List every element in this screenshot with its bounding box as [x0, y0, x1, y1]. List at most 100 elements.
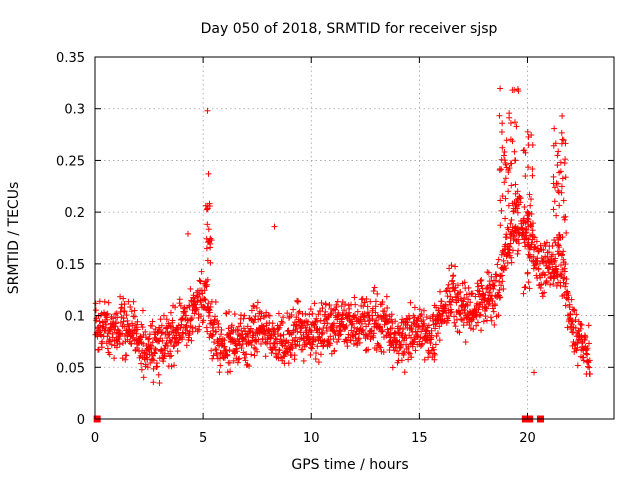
- data-point: [230, 357, 237, 364]
- data-point: [492, 302, 499, 309]
- data-point: [500, 266, 507, 273]
- data-point: [123, 312, 130, 319]
- data-point: [225, 325, 232, 332]
- data-point: [582, 333, 589, 340]
- data-point: [520, 290, 527, 297]
- data-point: [194, 298, 201, 305]
- data-point: [275, 310, 282, 317]
- data-point: [104, 333, 111, 340]
- data-point: [431, 351, 438, 358]
- data-point: [557, 159, 564, 166]
- data-point: [204, 107, 211, 114]
- data-point: [234, 348, 241, 355]
- data-point: [163, 340, 170, 347]
- data-point: [562, 174, 569, 181]
- data-point: [175, 339, 182, 346]
- data-point: [160, 312, 167, 319]
- data-point: [351, 294, 358, 301]
- data-point: [574, 362, 581, 369]
- data-point: [371, 284, 378, 291]
- data-point: [559, 175, 566, 182]
- data-point: [201, 287, 208, 294]
- data-point: [515, 88, 522, 95]
- data-point: [191, 310, 198, 317]
- data-point: [227, 368, 234, 375]
- data-point: [169, 317, 176, 324]
- data-point: [208, 347, 215, 354]
- data-point: [502, 215, 509, 222]
- data-point: [204, 257, 211, 264]
- data-point: [189, 328, 196, 335]
- data-point: [216, 369, 223, 376]
- data-point: [330, 320, 337, 327]
- data-point: [325, 339, 332, 346]
- data-point: [98, 332, 105, 339]
- x-axis-title: GPS time / hours: [291, 457, 408, 473]
- data-point: [295, 310, 302, 317]
- data-point: [505, 202, 512, 209]
- data-point: [207, 240, 214, 247]
- data-point: [196, 277, 203, 284]
- data-point: [142, 328, 149, 335]
- data-point: [307, 340, 314, 347]
- data-point: [147, 359, 154, 366]
- data-point: [341, 307, 348, 314]
- data-point: [134, 344, 141, 351]
- data-point: [116, 341, 123, 348]
- data-point: [201, 296, 208, 303]
- data-point: [567, 311, 574, 318]
- data-point: [550, 173, 557, 180]
- data-point: [360, 313, 367, 320]
- data-point: [257, 315, 264, 322]
- data-point: [496, 278, 503, 285]
- data-point: [446, 288, 453, 295]
- data-point: [555, 251, 562, 258]
- data-point: [377, 344, 384, 351]
- data-point: [436, 323, 443, 330]
- data-point: [539, 293, 546, 300]
- data-point: [562, 283, 569, 290]
- data-point: [277, 332, 284, 339]
- data-point: [491, 321, 498, 328]
- data-point: [246, 363, 253, 370]
- data-point: [308, 344, 315, 351]
- data-point: [210, 352, 217, 359]
- data-point: [171, 335, 178, 342]
- data-point: [557, 168, 564, 175]
- data-point: [200, 317, 207, 324]
- data-point: [573, 311, 580, 318]
- data-point: [525, 133, 532, 140]
- data-point: [124, 317, 131, 324]
- data-point: [319, 305, 326, 312]
- data-point: [327, 333, 334, 340]
- data-point: [500, 257, 507, 264]
- data-point: [204, 281, 211, 288]
- data-point: [123, 352, 130, 359]
- data-point: [211, 339, 218, 346]
- data-point: [485, 269, 492, 276]
- data-point: [218, 331, 225, 338]
- data-point: [168, 363, 175, 370]
- data-point: [204, 328, 211, 335]
- data-point: [238, 345, 245, 352]
- data-point: [528, 196, 535, 203]
- data-point: [451, 313, 458, 320]
- data-point: [252, 313, 259, 320]
- data-point: [203, 324, 210, 331]
- data-point: [508, 182, 515, 189]
- data-point: [461, 279, 468, 286]
- data-point: [431, 356, 438, 363]
- data-point: [406, 315, 413, 322]
- data-point: [540, 247, 547, 254]
- data-point: [497, 222, 504, 229]
- data-point: [461, 294, 468, 301]
- data-point: [461, 306, 468, 313]
- data-point: [447, 301, 454, 308]
- data-point: [109, 334, 116, 341]
- data-point: [359, 327, 366, 334]
- data-point: [460, 315, 467, 322]
- data-point: [572, 324, 579, 331]
- data-point: [529, 172, 536, 179]
- data-point: [108, 314, 115, 321]
- data-point: [254, 299, 261, 306]
